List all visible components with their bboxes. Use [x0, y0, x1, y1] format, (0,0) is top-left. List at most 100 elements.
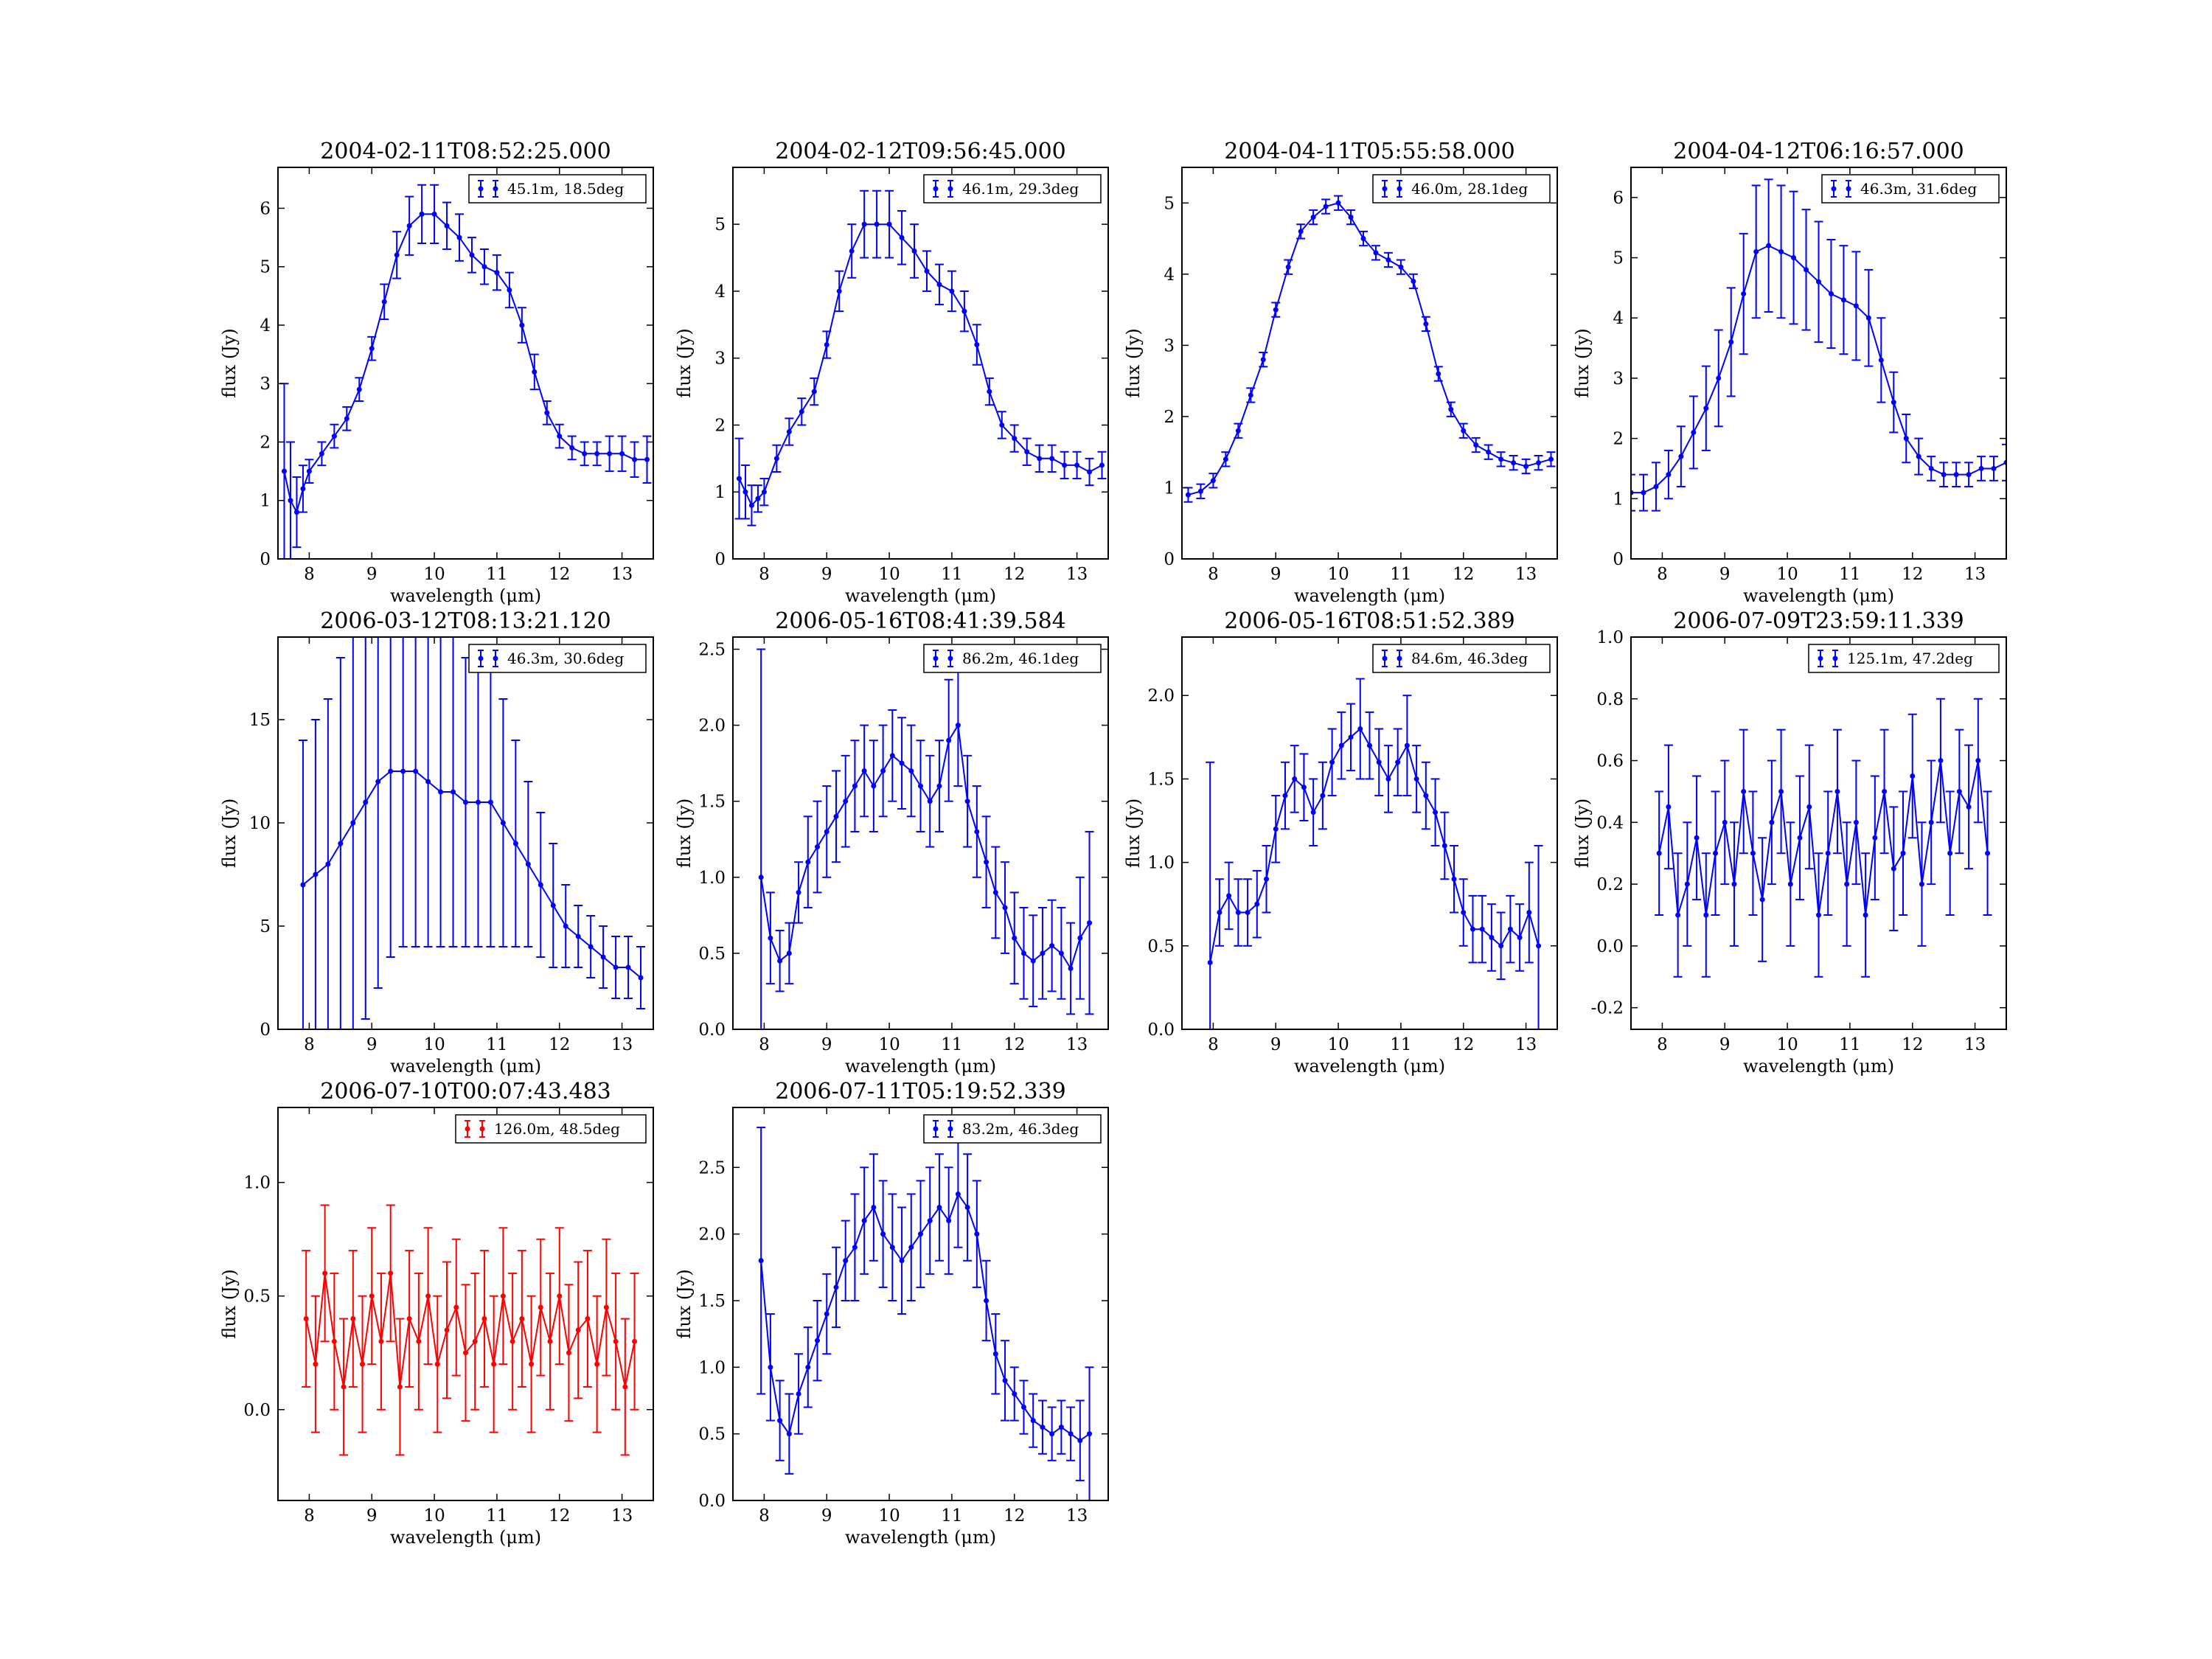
panel-title: 2004-04-12T06:16:57.000	[1673, 139, 1964, 164]
panel-9: 2006-07-10T00:07:43.483 8 9 10 11 12 13 0.0 0.5 1…	[219, 1079, 654, 1548]
y-tick-label: 0	[260, 550, 271, 569]
x-tick-label: 9	[1719, 565, 1731, 584]
x-tick-label: 8	[304, 565, 315, 584]
x-tick-label: 9	[821, 565, 832, 584]
y-tick-label: 0.5	[1147, 937, 1175, 956]
x-tick-label: 12	[1004, 1035, 1025, 1054]
x-axis-label: wavelength (μm)	[1294, 585, 1445, 606]
panel-title: 2006-03-12T08:13:21.120	[320, 608, 611, 634]
legend-label: 46.3m, 30.6deg	[507, 650, 624, 667]
series-line	[760, 723, 1091, 970]
legend-marker	[1382, 186, 1388, 192]
x-tick-label: 9	[821, 1506, 832, 1526]
x-axis-label: wavelength (μm)	[390, 1527, 541, 1548]
y-tick-label: 6	[260, 199, 271, 218]
y-tick-label: 0.4	[1596, 813, 1624, 832]
y-tick-label: 0	[260, 1020, 271, 1040]
legend-marker	[479, 1126, 485, 1132]
x-tick-label: 13	[1066, 565, 1088, 584]
legend-marker	[1382, 655, 1388, 661]
legend: 83.2m, 46.3deg	[923, 1114, 1102, 1144]
legend-label: 46.0m, 28.1deg	[1411, 180, 1528, 198]
data-point	[758, 1258, 764, 1264]
plot-frame	[277, 636, 654, 1030]
y-tick-label: 4	[714, 282, 726, 302]
data-point	[1185, 492, 1191, 498]
plot-frame	[732, 1107, 1109, 1501]
panel-7: 2006-05-16T08:51:52.389 8 9 10 11 12 13 0.0 0.5 1…	[1123, 608, 1558, 1077]
legend-box	[923, 174, 1102, 204]
legend-box	[1821, 174, 2000, 204]
y-tick-label: 0.0	[698, 1492, 726, 1511]
legend-marker	[947, 655, 953, 661]
x-tick-label: 8	[759, 1506, 770, 1526]
data-point	[1656, 850, 1662, 856]
data-point	[1985, 850, 1991, 856]
y-tick-label: 1.5	[698, 793, 726, 812]
y-tick-label: 0.2	[1596, 875, 1624, 894]
plot-frame	[1630, 636, 2007, 1030]
x-axis-label: wavelength (μm)	[845, 1527, 996, 1548]
x-tick-label: 11	[486, 565, 507, 584]
legend-label: 126.0m, 48.5deg	[494, 1120, 620, 1138]
legend: 86.2m, 46.1deg	[923, 644, 1102, 673]
legend: 45.1m, 18.5deg	[468, 174, 647, 204]
legend-marker	[465, 1126, 470, 1132]
panel-6: 2006-05-16T08:41:39.584 8 9 10 11 12 13 0.0 0.5 1…	[674, 608, 1109, 1077]
y-axis-label: flux (Jy)	[1572, 328, 1593, 398]
y-tick-label: 5	[1164, 194, 1175, 213]
plot-frame	[732, 636, 1109, 1030]
y-tick-label: 3	[1164, 336, 1175, 355]
x-tick-label: 8	[759, 1035, 770, 1054]
legend: 46.0m, 28.1deg	[1372, 174, 1551, 204]
x-tick-label: 11	[1390, 565, 1411, 584]
x-tick-label: 12	[1453, 1035, 1474, 1054]
legend: 46.1m, 29.3deg	[923, 174, 1102, 204]
data-point	[1536, 943, 1542, 949]
legend-box	[923, 644, 1102, 673]
y-tick-label: 0.6	[1596, 752, 1624, 771]
y-tick-label: 0	[1164, 550, 1175, 569]
data-series	[1183, 195, 1556, 503]
x-tick-label: 13	[1515, 565, 1537, 584]
legend-marker	[947, 1126, 953, 1132]
y-tick-label: 3	[1613, 369, 1624, 389]
series-line	[283, 213, 647, 515]
x-tick-label: 11	[1390, 1035, 1411, 1054]
x-tick-label: 13	[1066, 1506, 1088, 1526]
y-tick-label: 1.5	[698, 1292, 726, 1311]
x-tick-label: 12	[1902, 1035, 1923, 1054]
legend: 126.0m, 48.5deg	[455, 1114, 647, 1144]
y-tick-label: 2	[714, 416, 726, 435]
x-tick-label: 13	[1515, 1035, 1537, 1054]
x-tick-label: 10	[1776, 565, 1798, 584]
y-tick-label: 2	[260, 433, 271, 452]
y-axis-label: flux (Jy)	[1123, 799, 1144, 869]
series-line	[1209, 727, 1540, 963]
y-tick-label: 2.0	[698, 717, 726, 736]
x-tick-label: 10	[878, 1506, 900, 1526]
data-point	[758, 874, 764, 880]
legend: 84.6m, 46.3deg	[1372, 644, 1551, 673]
y-axis-label: flux (Jy)	[674, 799, 695, 869]
y-tick-label: 4	[260, 316, 271, 335]
legend-box	[923, 1114, 1102, 1144]
legend-marker	[493, 655, 498, 661]
data-point	[644, 456, 650, 462]
x-tick-label: 13	[611, 1035, 633, 1054]
y-tick-label: 15	[249, 711, 271, 730]
legend-marker	[1846, 186, 1851, 192]
x-tick-label: 12	[549, 1035, 570, 1054]
panel-title: 2006-07-10T00:07:43.483	[320, 1079, 611, 1105]
legend-marker	[478, 186, 484, 192]
x-tick-label: 8	[304, 1035, 315, 1054]
y-tick-label: 4	[1164, 265, 1175, 285]
data-point	[1548, 456, 1554, 462]
legend-label: 46.1m, 29.3deg	[962, 180, 1079, 198]
y-tick-label: 0.5	[243, 1287, 271, 1307]
y-tick-label: -0.2	[1591, 999, 1624, 1018]
y-tick-label: 0.5	[698, 1425, 726, 1444]
legend-marker	[933, 186, 939, 192]
